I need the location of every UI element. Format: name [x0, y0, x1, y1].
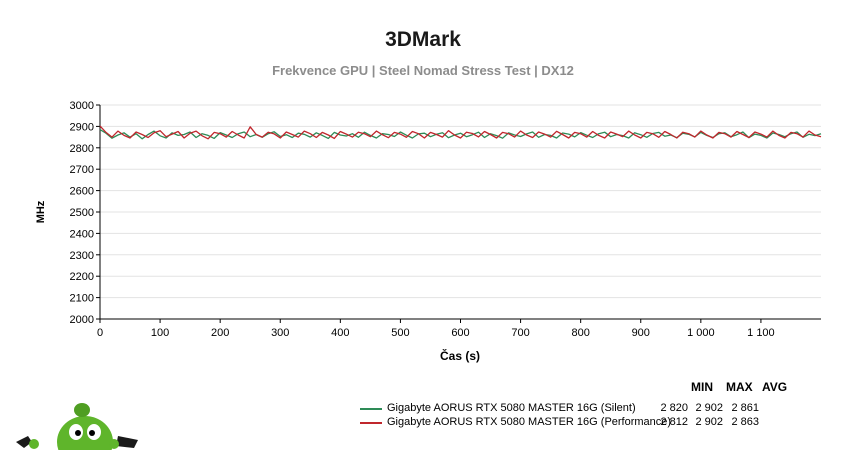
- grid-lines: [100, 104, 821, 320]
- x-tick-label: 500: [391, 327, 409, 339]
- series-line-silent: [99, 129, 822, 140]
- chart-title: 3DMark: [385, 28, 461, 51]
- y-tick-label: 2100: [70, 293, 94, 305]
- series-lines: [99, 125, 822, 140]
- y-tick-label: 2200: [70, 271, 94, 283]
- x-tick-label: 200: [211, 327, 229, 339]
- legend-series-name: Gigabyte AORUS RTX 5080 MASTER 16G (Perf…: [387, 416, 672, 428]
- legend-avg-value: 2 863: [731, 416, 759, 428]
- x-tick-label: 300: [271, 327, 289, 339]
- legend-series-name: Gigabyte AORUS RTX 5080 MASTER 16G (Sile…: [387, 402, 636, 414]
- y-axis-ticks: 2000 2100 2200 2300 2400 2500 2600 2700 2800 2900…: [70, 100, 100, 326]
- x-tick-label: 800: [571, 327, 589, 339]
- legend-avg-value: 2 861: [731, 402, 759, 414]
- series-line-performance: [99, 125, 822, 140]
- x-tick-label: 1 000: [687, 327, 715, 339]
- legend-header-avg: AVG: [762, 380, 788, 394]
- y-tick-label: 2500: [70, 207, 94, 219]
- legend-swatch-performance: [360, 422, 382, 424]
- y-axis-label: MHz: [35, 200, 47, 223]
- y-tick-label: 2000: [70, 314, 94, 326]
- legend-row-performance: Gigabyte AORUS RTX 5080 MASTER 16G (Perf…: [360, 416, 800, 430]
- x-tick-label: 700: [511, 327, 529, 339]
- x-tick-label: 0: [97, 327, 103, 339]
- y-tick-label: 2700: [70, 164, 94, 176]
- x-tick-label: 900: [632, 327, 650, 339]
- x-tick-label: 400: [331, 327, 349, 339]
- legend-max-value: 2 902: [695, 402, 723, 414]
- x-axis-label: Čas (s): [440, 348, 480, 363]
- y-tick-label: 2600: [70, 186, 94, 198]
- legend-swatch-silent: [360, 408, 382, 410]
- line-chart: 2000210022002300240025002600270028002900…: [35, 100, 822, 363]
- x-axis-ticks: 0 100 200 300 400 500 600 700 800 900 1 000 1 100: [97, 319, 775, 339]
- legend-max-value: 2 902: [695, 416, 723, 428]
- mascot-logo-icon: [16, 403, 138, 450]
- x-tick-label: 100: [151, 327, 169, 339]
- y-tick-label: 2900: [70, 121, 94, 133]
- legend-min-value: 2 812: [660, 416, 688, 428]
- x-tick-label: 600: [451, 327, 469, 339]
- y-tick-label: 2300: [70, 250, 94, 262]
- legend-row-silent: Gigabyte AORUS RTX 5080 MASTER 16G (Sile…: [360, 402, 800, 416]
- y-tick-label: 2400: [70, 228, 94, 240]
- y-tick-label: 3000: [70, 100, 94, 112]
- chart-subtitle: Frekvence GPU | Steel Nomad Stress Test …: [272, 63, 574, 78]
- y-tick-label: 2800: [70, 143, 94, 155]
- legend-min-value: 2 820: [660, 402, 688, 414]
- legend-header-max: MAX: [726, 380, 753, 394]
- legend-header-min: MIN: [691, 380, 713, 394]
- x-tick-label: 1 100: [747, 327, 775, 339]
